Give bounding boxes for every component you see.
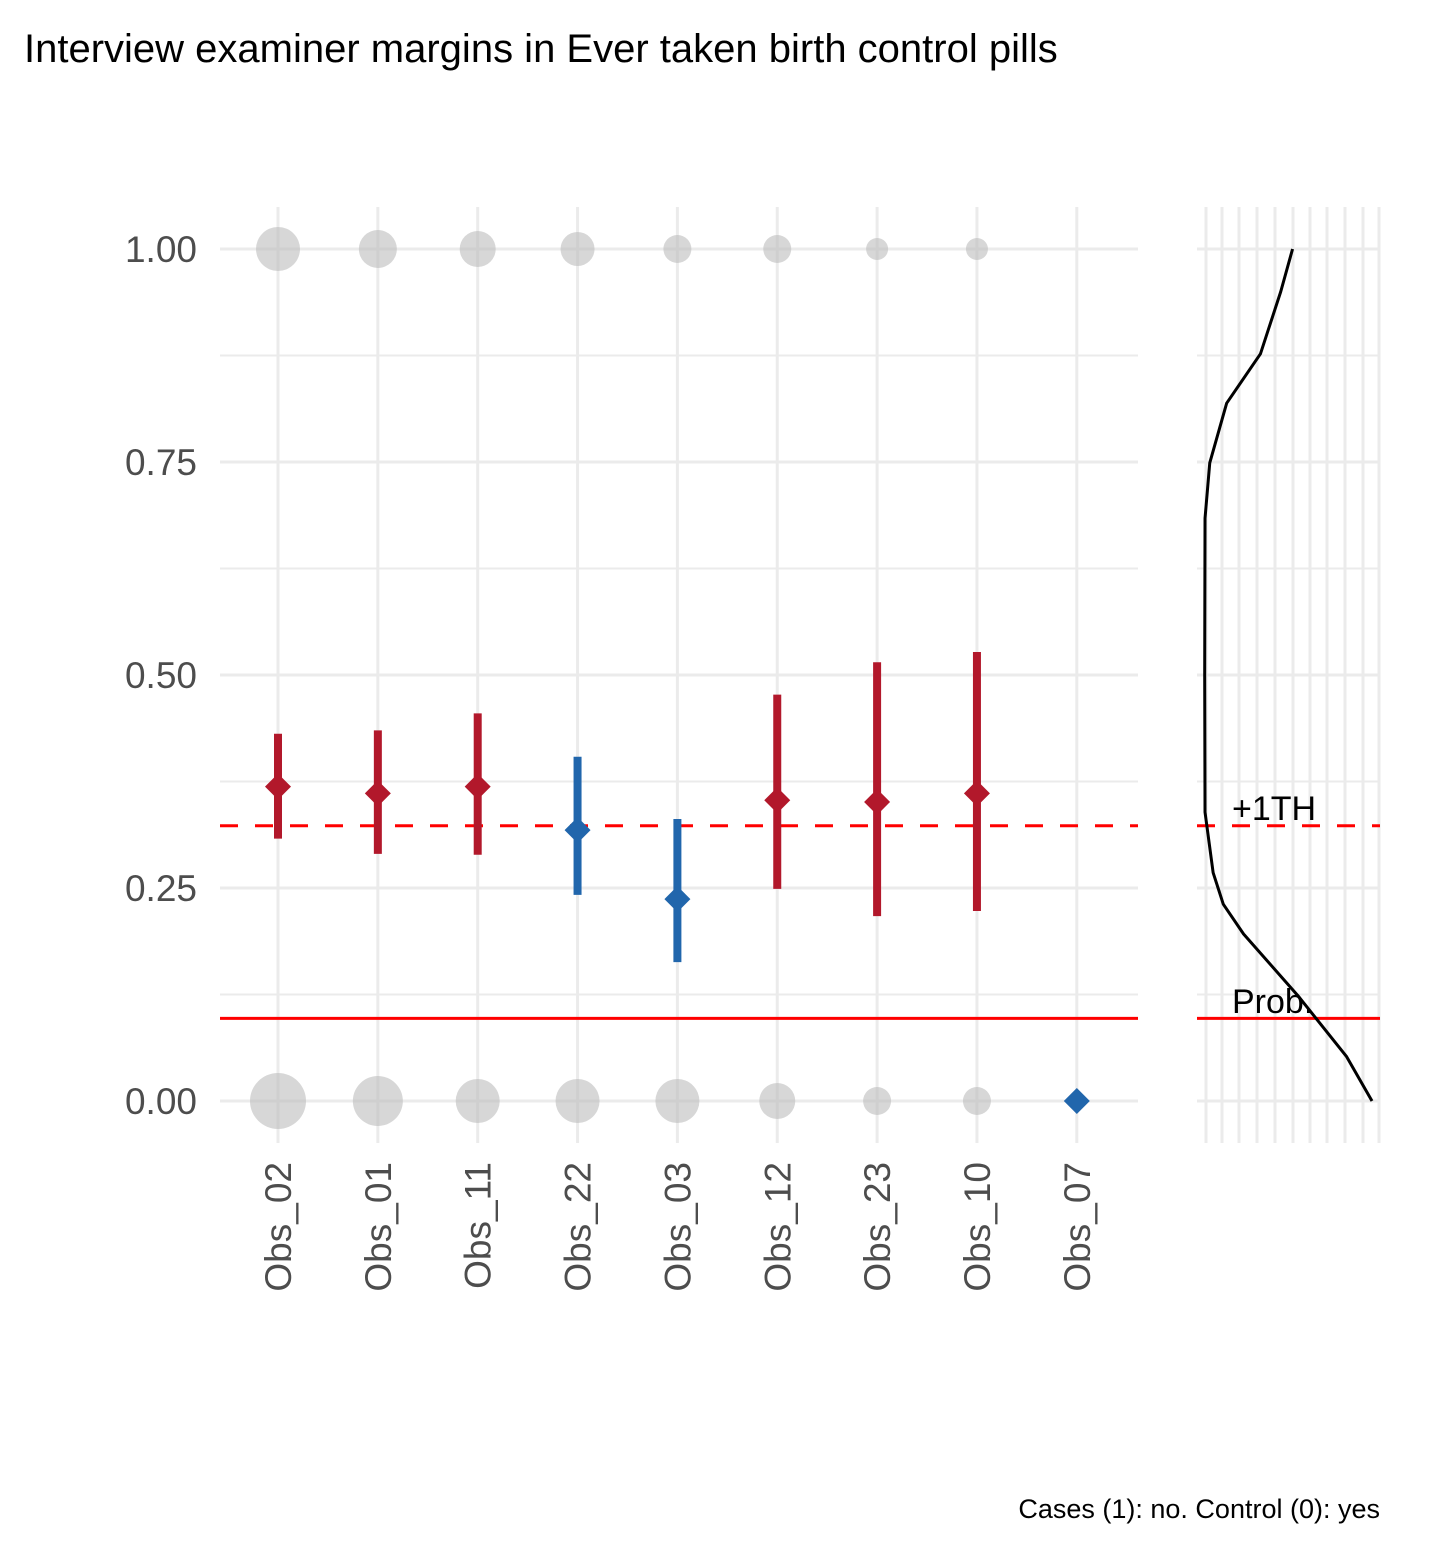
estimates [265, 651, 1090, 1114]
chart-caption: Cases (1): no. Control (0): yes [1018, 1494, 1380, 1524]
bubble-cases [256, 227, 300, 271]
ref-label-1th: +1TH [1232, 790, 1316, 828]
bubble-cases [866, 238, 889, 260]
density-panel [1203, 248, 1374, 1102]
bubble-cases [663, 235, 692, 263]
y-tick-label: 1.00 [125, 229, 197, 270]
y-tick-label: 0.75 [125, 442, 197, 483]
estimate-point [963, 780, 990, 807]
y-tick-label: 0.00 [125, 1081, 197, 1122]
bubble-controls [555, 1079, 600, 1123]
bubble-cases [459, 231, 496, 267]
bubble-controls [250, 1073, 306, 1129]
estimate-point [364, 780, 391, 807]
bubble-cases [763, 235, 792, 263]
estimate-point [1063, 1088, 1090, 1114]
count-bubbles [250, 227, 991, 1129]
estimate-point [564, 817, 591, 844]
x-tick-label: Obs_07 [1057, 1162, 1098, 1292]
x-tick-label: Obs_12 [757, 1162, 798, 1292]
x-tick-label: Obs_03 [657, 1162, 698, 1292]
x-tick-label: Obs_11 [458, 1162, 499, 1289]
bubble-controls [655, 1079, 700, 1123]
x-tick-label: Obs_02 [258, 1162, 299, 1292]
bubble-controls [455, 1079, 500, 1123]
side-panel-grid [1197, 207, 1381, 1143]
bubble-controls [863, 1087, 892, 1115]
estimate-point [864, 788, 891, 815]
ref-label-prob: Prob. [1232, 983, 1313, 1021]
estimate-point [464, 773, 491, 800]
estimate-point [664, 886, 691, 913]
x-tick-label: Obs_01 [358, 1162, 399, 1292]
bubble-cases [965, 238, 988, 260]
grid [220, 207, 1138, 1143]
x-tick-label: Obs_22 [558, 1162, 599, 1292]
bubble-cases [560, 232, 595, 266]
x-axis: Obs_02 Obs_01 Obs_11 Obs_22 Obs_03 Obs_12 Obs_… [258, 1162, 1098, 1292]
y-tick-label: 0.25 [125, 868, 197, 909]
bubble-controls [759, 1083, 796, 1119]
density-curve [1203, 248, 1374, 1102]
y-tick-label: 0.50 [125, 655, 197, 696]
x-tick-label: Obs_10 [957, 1162, 998, 1292]
chart-title: Interview examiner margins in Ever taken… [24, 27, 1058, 71]
estimate-point [265, 773, 291, 800]
y-axis: 0.00 0.25 0.50 0.75 1.00 [125, 229, 197, 1122]
bubble-cases [358, 230, 397, 268]
x-tick-label: Obs_23 [857, 1162, 898, 1292]
bubble-controls [352, 1076, 403, 1126]
estimate-point [764, 787, 791, 814]
bubble-controls [962, 1087, 991, 1115]
